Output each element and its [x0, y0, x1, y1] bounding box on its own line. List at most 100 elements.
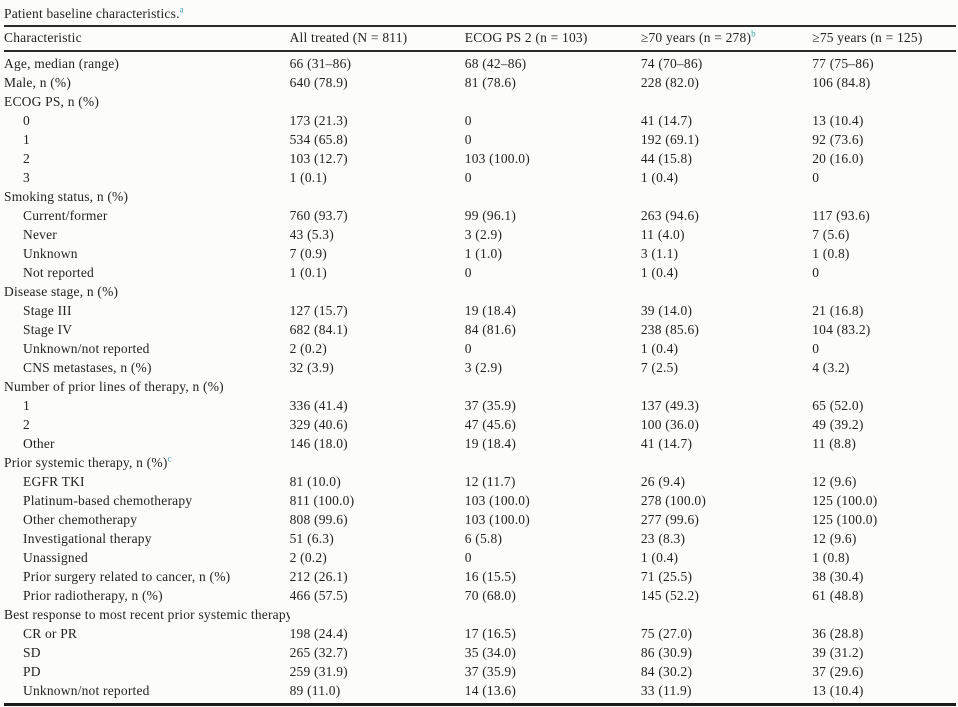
row-label: Smoking status, n (%)	[4, 187, 290, 206]
row-label-text: SD	[23, 645, 41, 660]
value-cell: 103 (12.7)	[289, 151, 348, 166]
row-label-text: Age, median (range)	[4, 56, 120, 71]
row-label-text: Unassigned	[23, 550, 88, 565]
row-label: Disease stage, n (%)	[4, 282, 290, 301]
value-cell: 19 (18.4)	[464, 303, 517, 318]
value-cell: 0	[812, 170, 820, 185]
value-cell: 466 (57.5)	[289, 588, 348, 603]
column-header: All treated (N = 811)	[289, 25, 465, 52]
value-cell: 43 (5.3)	[289, 227, 334, 242]
value-cell: 32 (3.9)	[289, 360, 334, 375]
value-cell: 640 (78.9)	[289, 75, 348, 90]
row-label-sub: SD	[4, 643, 290, 662]
row-label-text: Never	[23, 227, 57, 242]
value-cell	[290, 605, 465, 624]
footnote-marker-b: b	[751, 28, 756, 39]
row-label-sub: Unknown/not reported	[4, 681, 290, 705]
value-cell: 19 (18.4)	[464, 436, 517, 451]
row-label-sub: Investigational therapy	[4, 529, 290, 548]
row-label-text: Unknown/not reported	[23, 683, 150, 698]
value-cell	[465, 453, 641, 472]
table-row: 3 1 (0.1) 0 1 (0.4) 0	[4, 168, 956, 187]
row-label-text: Other	[23, 436, 55, 451]
row-label-sub: PD	[4, 662, 290, 681]
value-cell: 68 (42–86)	[464, 56, 527, 71]
value-cell: 41 (14.7)	[640, 113, 693, 128]
value-cell: 125 (100.0)	[812, 493, 878, 508]
footnote-marker-c: c	[167, 453, 172, 464]
value-cell: 0	[464, 113, 472, 128]
row-label-sub: Unknown/not reported	[4, 339, 290, 358]
value-cell: 70 (68.0)	[464, 588, 517, 603]
value-cell: 7 (2.5)	[640, 360, 679, 375]
row-label: Age, median (range)	[4, 51, 290, 73]
value-cell	[812, 605, 956, 624]
row-label: Male, n (%)	[4, 73, 290, 92]
value-cell: 127 (15.7)	[289, 303, 348, 318]
table-row: 0 173 (21.3) 0 41 (14.7) 13 (10.4)	[4, 111, 956, 130]
row-label-text: Stage III	[23, 303, 72, 318]
value-cell: 212 (26.1)	[289, 569, 348, 584]
value-cell: 1 (0.4)	[640, 550, 679, 565]
table-caption-text: Patient baseline characteristics.	[4, 6, 180, 21]
value-cell: 37 (29.6)	[812, 664, 864, 679]
table-row: Prior systemic therapy, n (%)c	[4, 453, 956, 472]
value-cell: 238 (85.6)	[640, 322, 700, 337]
row-label-text: Unknown/not reported	[23, 341, 150, 356]
value-cell: 74 (70–86)	[640, 56, 703, 71]
row-label-sub: Prior radiotherapy, n (%)	[4, 586, 290, 605]
value-cell: 12 (9.6)	[812, 531, 857, 546]
value-cell: 71 (25.5)	[640, 569, 693, 584]
row-label-text: Prior systemic therapy, n (%)	[4, 455, 168, 470]
value-cell: 534 (65.8)	[289, 132, 348, 147]
table-header-row: Characteristic All treated (N = 811) ECOG …	[4, 25, 956, 52]
row-label-text: Prior surgery related to cancer, n (%)	[23, 569, 231, 584]
value-cell: 103 (100.0)	[464, 151, 530, 166]
value-cell: 1 (0.4)	[640, 265, 679, 280]
value-cell: 0	[464, 170, 472, 185]
table-row: 2 329 (40.6) 47 (45.6) 100 (36.0) 49 (39.2)	[4, 415, 956, 434]
value-cell: 277 (99.6)	[640, 512, 700, 527]
row-label-text: 0	[23, 113, 30, 128]
value-cell: 760 (93.7)	[289, 208, 348, 223]
value-cell: 11 (8.8)	[812, 436, 857, 451]
row-label-text: 1	[23, 398, 30, 413]
value-cell: 99 (96.1)	[464, 208, 517, 223]
value-cell	[641, 605, 812, 624]
value-cell: 125 (100.0)	[812, 512, 878, 527]
table-row: 2 103 (12.7) 103 (100.0) 44 (15.8) 20 (16.0)	[4, 149, 956, 168]
value-cell: 49 (39.2)	[812, 417, 864, 432]
row-label-sub: Current/former	[4, 206, 290, 225]
row-label-sub: Unassigned	[4, 548, 290, 567]
table-row: Never 43 (5.3) 3 (2.9) 11 (4.0) 7 (5.6)	[4, 225, 956, 244]
table-row: EGFR TKI 81 (10.0) 12 (11.7) 26 (9.4) 12 (9.…	[4, 472, 956, 491]
table-row: Unassigned 2 (0.2) 0 1 (0.4) 1 (0.8)	[4, 548, 956, 567]
row-label-text: Best response to most recent prior syste…	[4, 607, 290, 622]
row-label: Best response to most recent prior syste…	[4, 605, 290, 624]
value-cell	[290, 282, 465, 301]
value-cell: 65 (52.0)	[812, 398, 864, 413]
value-cell: 1 (0.4)	[640, 341, 679, 356]
value-cell: 146 (18.0)	[289, 436, 348, 451]
table-row: Other 146 (18.0) 19 (18.4) 41 (14.7) 11 (8.8…	[4, 434, 956, 453]
value-cell: 4 (3.2)	[812, 360, 850, 375]
value-cell: 16 (15.5)	[464, 569, 517, 584]
row-label-text: Investigational therapy	[23, 531, 152, 546]
row-label-sub: 1	[4, 396, 290, 415]
value-cell	[812, 453, 956, 472]
row-label-text: Platinum-based chemotherapy	[23, 493, 193, 508]
table-row: CNS metastases, n (%) 32 (3.9) 3 (2.9) 7 (2…	[4, 358, 956, 377]
row-label: Prior systemic therapy, n (%)c	[4, 453, 290, 472]
value-cell	[641, 453, 812, 472]
row-label-sub: Not reported	[4, 263, 290, 282]
row-label-text: Current/former	[23, 208, 108, 223]
value-cell: 117 (93.6)	[812, 208, 870, 223]
row-label-text: Male, n (%)	[4, 75, 72, 90]
row-label-sub: EGFR TKI	[4, 472, 290, 491]
value-cell: 47 (45.6)	[464, 417, 517, 432]
row-label-text: 2	[23, 151, 30, 166]
value-cell: 41 (14.7)	[640, 436, 693, 451]
value-cell: 1 (0.1)	[289, 265, 327, 280]
baseline-characteristics-table: Characteristic All treated (N = 811) ECOG …	[4, 25, 956, 706]
table-header: Characteristic All treated (N = 811) ECOG …	[4, 25, 956, 52]
